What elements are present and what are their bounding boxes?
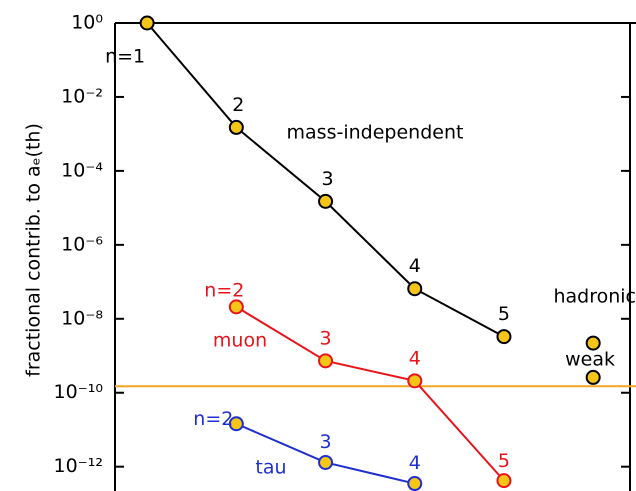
series-label: muon <box>213 330 267 352</box>
series-label: mass-independent <box>287 122 464 144</box>
point-label: 4 <box>409 347 421 369</box>
point-label: 3 <box>321 168 333 190</box>
y-tick-label: 10⁻⁴ <box>61 159 103 181</box>
point-label: n=2 <box>193 408 233 430</box>
marker <box>407 373 423 389</box>
series-label: tau <box>255 457 286 479</box>
marker <box>496 473 512 489</box>
marker <box>318 193 334 209</box>
marker <box>407 476 423 491</box>
y-tick-label: 10⁻⁶ <box>61 233 103 255</box>
point-label: n=2 <box>204 279 244 301</box>
y-tick-label: 10⁻¹² <box>54 455 103 477</box>
marker <box>407 281 423 297</box>
marker <box>318 454 334 470</box>
y-tick-label: 10⁻² <box>61 85 103 107</box>
marker <box>228 299 244 315</box>
marker <box>228 119 244 135</box>
y-axis-label: fractional contrib. to aₑ(th) <box>23 123 45 377</box>
y-tick-label: 10⁻¹⁰ <box>54 381 103 403</box>
marker <box>496 329 512 345</box>
y-tick-label: 10⁰ <box>71 12 103 34</box>
point-label: 4 <box>409 452 421 474</box>
point-label: 4 <box>409 255 421 277</box>
series-line <box>235 306 505 482</box>
point-label: 5 <box>498 450 510 472</box>
marker <box>228 416 244 432</box>
point-label: 3 <box>319 431 331 453</box>
marker <box>139 15 155 31</box>
point-label: 5 <box>498 303 510 325</box>
point-label: 3 <box>319 327 331 349</box>
point-label: 2 <box>232 94 244 116</box>
marker <box>318 353 334 369</box>
y-tick-label: 10⁻⁸ <box>61 307 103 329</box>
series-label: hadronic <box>553 286 636 308</box>
marker <box>585 335 601 351</box>
marker <box>585 369 601 385</box>
point-label: n=1 <box>105 46 145 68</box>
series-label: weak <box>565 349 615 371</box>
